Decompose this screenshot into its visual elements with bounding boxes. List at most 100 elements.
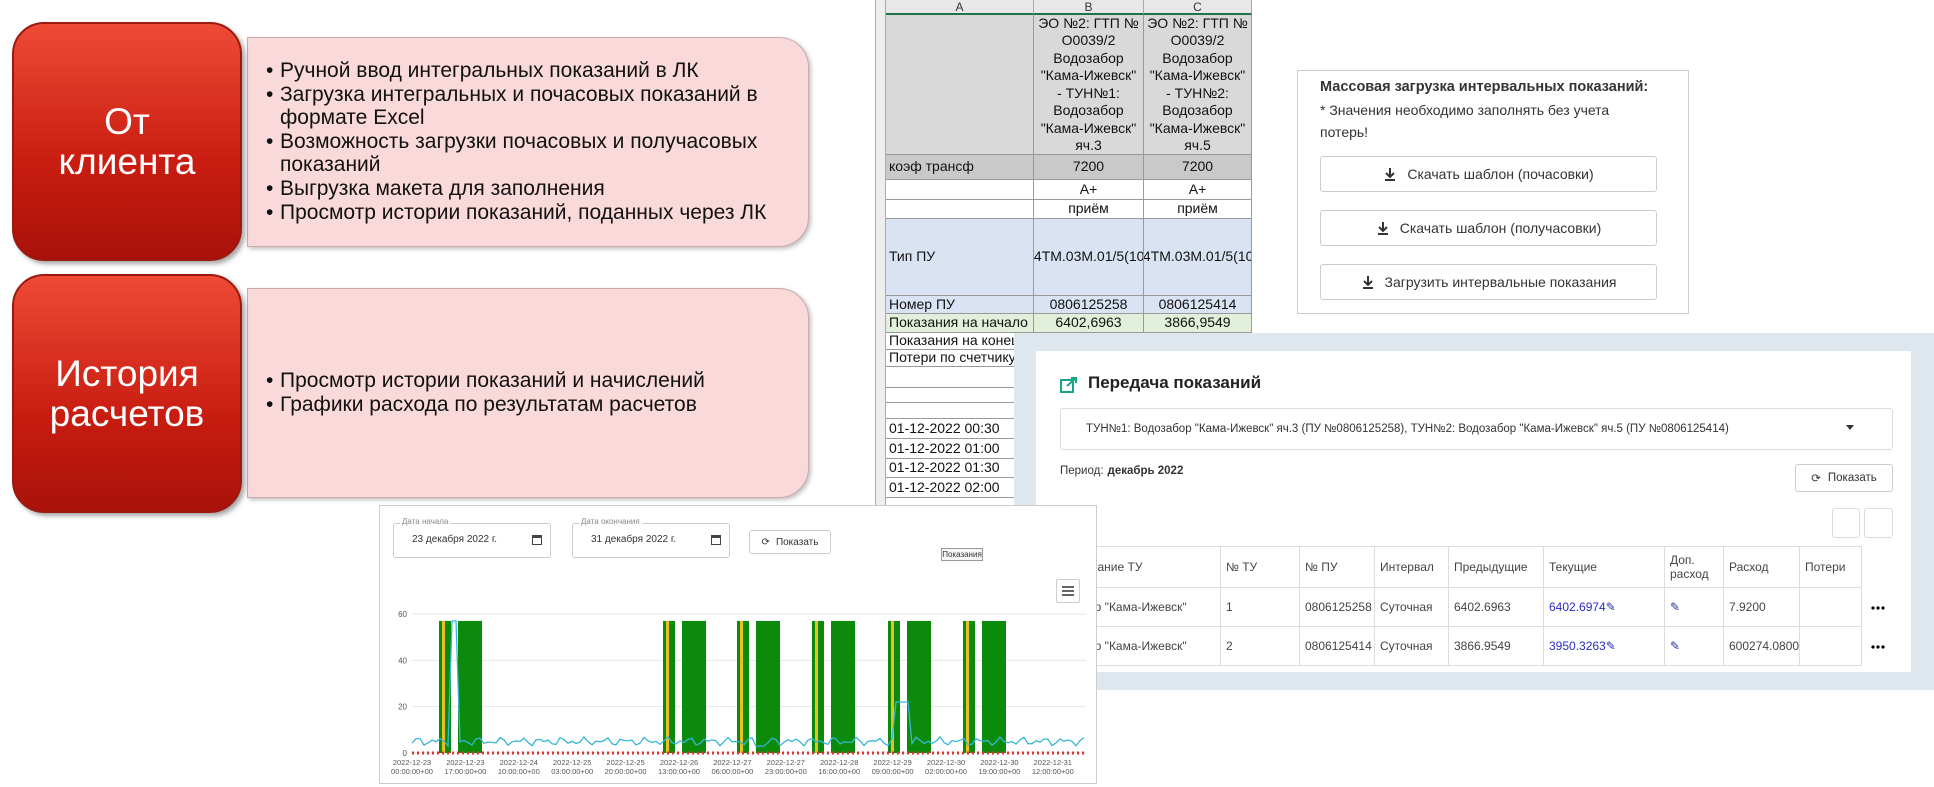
date-value: 23 декабря 2022 г. — [412, 534, 498, 545]
chart-menu[interactable] — [1056, 579, 1080, 603]
x-tick-date: 2022-12-27 — [713, 758, 751, 767]
show-button[interactable]: ⟳ Показать — [1795, 464, 1893, 492]
table-cell: ✎ — [1665, 627, 1724, 666]
sheet-cell: А+ — [1034, 180, 1144, 200]
table-cell: 0806125414 — [1300, 627, 1375, 666]
x-tick-date: 2022-12-30 — [927, 758, 965, 767]
title-icon — [1060, 377, 1077, 393]
sheet-cell: 01-12-2022 00:30 — [886, 419, 1034, 439]
x-tick-time: 12:00:00+00 — [1032, 767, 1074, 776]
readings-title: Передача показаний — [1088, 373, 1262, 392]
row-number-strip — [876, 0, 886, 505]
activity-band — [815, 620, 818, 753]
table-cell — [1800, 588, 1862, 627]
button-icon — [1377, 222, 1388, 235]
show-button[interactable]: ⟳ Показать — [749, 530, 831, 554]
x-tick-time: 02:00:00+00 — [925, 767, 967, 776]
sheet-cell: приём — [1034, 200, 1144, 219]
table-cell: 6402.6974 — [1544, 588, 1665, 627]
period-value: декабрь 2022 — [1107, 465, 1184, 477]
date-field[interactable]: Дата окончания 31 декабря 2022 г. — [572, 517, 730, 558]
x-tick-date: 2022-12-26 — [660, 758, 698, 767]
table-cell: 600274.0800 — [1724, 627, 1800, 666]
x-tick-date: 2022-12-25 — [606, 758, 644, 767]
feature-item: Просмотр истории показаний, поданных чер… — [266, 201, 788, 224]
sheet-cell: СЭТ-4ТМ.03М.01/5(10)/100 — [1034, 219, 1144, 296]
feature-item: Ручной ввод интегральных показаний в ЛК — [266, 59, 788, 82]
y-tick-label: 60 — [398, 610, 407, 619]
button-icon — [1362, 276, 1373, 289]
feature-item: Выгрузка макета для заполнения — [266, 177, 788, 200]
table-cell: 7.9200 — [1724, 588, 1800, 627]
table-cell: Суточная — [1375, 588, 1449, 627]
sheet-cell — [886, 15, 1034, 155]
table-cell: 6402.6963 — [1449, 588, 1544, 627]
x-tick-date: 2022-12-24 — [500, 758, 538, 767]
section-title: История расчетов — [12, 274, 242, 513]
x-tick-time: 17:00:00+00 — [444, 767, 486, 776]
activity-band — [891, 620, 894, 753]
activity-band — [682, 620, 706, 753]
date-value: 31 декабря 2022 г. — [591, 534, 677, 545]
x-tick-date: 2022-12-30 — [980, 758, 1018, 767]
sheet-cell — [886, 388, 1034, 403]
save-button[interactable] — [1832, 508, 1860, 538]
upload-button[interactable]: Скачать шаблон (получасовки) — [1320, 210, 1657, 246]
feature-item: Возможность загрузки почасовых и получас… — [266, 130, 788, 176]
table-cell: 3950.3263 — [1544, 627, 1665, 666]
feature-panel: Просмотр истории показаний и начисленийГ… — [247, 288, 809, 498]
x-tick-time: 00:00:00+00 — [391, 767, 433, 776]
table-cell: ✎ — [1665, 588, 1724, 627]
sheet-cell: 0806125414 — [1144, 296, 1252, 314]
row-actions[interactable] — [1862, 627, 1893, 666]
upload-title: Массовая загрузка интервальных показаний… — [1320, 79, 1649, 95]
activity-band — [458, 620, 482, 753]
calendar-icon — [532, 535, 542, 545]
date-field[interactable]: Дата начала 23 декабря 2022 г. — [393, 517, 551, 558]
upload-panel: Массовая загрузка интервальных показаний… — [1297, 70, 1689, 314]
row-actions[interactable] — [1862, 588, 1893, 627]
readings-trace — [411, 620, 1085, 748]
activity-band — [966, 620, 969, 753]
y-tick-label: 0 — [403, 749, 408, 758]
dropdown-caret — [1846, 423, 1856, 433]
readings-panel: Передача показаний ТУН№1: Водозабор "Кама… — [1036, 351, 1911, 672]
activity-band — [756, 620, 780, 753]
undo-button[interactable] — [1864, 508, 1893, 538]
x-tick-date: 2022-12-28 — [820, 758, 858, 767]
upload-button[interactable]: Скачать шаблон (почасовки) — [1320, 156, 1657, 192]
sheet-cell: Потери по счетчику — [886, 350, 1034, 367]
sheet-cell: А+ — [1144, 180, 1252, 200]
sheet-cell — [886, 200, 1034, 219]
sheet-cell — [886, 498, 1034, 505]
column-header: № ТУ — [1221, 546, 1300, 588]
column-header: C — [1144, 0, 1252, 15]
sheet-cell: Показания на конец — [886, 333, 1034, 350]
feature-item: Загрузка интегральных и почасовых показа… — [266, 83, 788, 129]
x-tick-time: 16:00:00+00 — [818, 767, 860, 776]
date-label: Дата начала — [400, 517, 451, 529]
column-header: Расход — [1724, 546, 1800, 588]
feature-panel: Ручной ввод интегральных показаний в ЛКЗ… — [247, 37, 809, 247]
column-header: Доп. расход — [1665, 546, 1724, 588]
period: Период: декабрь 2022 — [1060, 465, 1460, 481]
usage-chart: 02040602022-12-2300:00:00+002022-12-2317… — [391, 610, 1086, 776]
table-cell: 3866.9549 — [1449, 627, 1544, 666]
meter-selector[interactable]: ТУН№1: Водозабор "Кама-Ижевск" яч.3 (ПУ … — [1060, 408, 1893, 450]
table-cell: Суточная — [1375, 627, 1449, 666]
sheet-cell: 3866,9549 — [1144, 314, 1252, 333]
sheet-cell: коэф трансф — [886, 155, 1034, 180]
x-tick-time: 09:00:00+00 — [872, 767, 914, 776]
sheet-cell: 0806125258 — [1034, 296, 1144, 314]
calendar-icon — [711, 535, 721, 545]
x-tick-time: 10:00:00+00 — [498, 767, 540, 776]
x-tick-time: 19:00:00+00 — [978, 767, 1020, 776]
sheet-cell: 7200 — [1034, 155, 1144, 180]
feature-item: Просмотр истории показаний и начислений — [266, 369, 788, 392]
upload-button[interactable]: Загрузить интервальные показания — [1320, 264, 1657, 300]
sheet-cell: ЭО №2: ГТП № О0039/2 Водозабор "Кама-Иже… — [1144, 15, 1252, 155]
x-tick-time: 23:00:00+00 — [765, 767, 807, 776]
x-tick-date: 2022-12-29 — [873, 758, 911, 767]
